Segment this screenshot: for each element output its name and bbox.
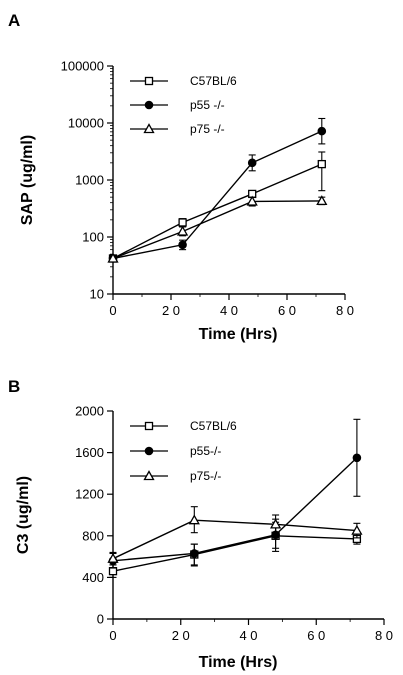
panel-a-y-axis-title: SAP (ug/ml) <box>19 135 36 225</box>
panel-a-legend-label: p75 -/- <box>190 122 225 136</box>
panel-a-data-point <box>317 126 327 136</box>
panel-b-data-point <box>269 518 282 529</box>
panel-a-series-line <box>112 163 323 260</box>
panel-b-x-tick-label: 6 0 <box>307 628 325 643</box>
panel-a-data-point <box>316 195 328 206</box>
panel-b-legend-label: p55-/- <box>190 444 221 458</box>
panel-b-legend-marker <box>143 470 155 481</box>
panel-b-legend-item: C57BL/6 <box>130 419 237 433</box>
panel-b-x-tick-label: 4 0 <box>239 628 257 643</box>
panel-a-data-point <box>178 218 187 227</box>
panel-a-series-3 <box>107 195 328 263</box>
panel-a-x-tick-label: 2 0 <box>162 303 180 318</box>
panel-b-legend-marker <box>144 446 154 456</box>
panel-a-x-tick-label: 6 0 <box>278 303 296 318</box>
panel-a-series-line <box>112 200 322 260</box>
panel-b-data-point <box>188 514 200 525</box>
panel-b-x-tick-label: 8 0 <box>375 628 393 643</box>
panel-a-y-tick-label: 1000 <box>75 173 104 188</box>
panel-b-y-tick-label: 400 <box>82 570 104 585</box>
panel-a-legend-item: p55 -/- <box>130 98 225 112</box>
panel-b-data-point <box>351 524 363 535</box>
panel-a-data-point <box>176 225 189 236</box>
panel-a-legend-marker <box>143 123 155 134</box>
panel-a-y-tick-label: 100000 <box>61 59 104 74</box>
panel-b-legend-label: C57BL/6 <box>190 419 237 433</box>
panel-a-data-point <box>246 195 258 206</box>
panel-a-legend-label: p55 -/- <box>190 98 225 112</box>
panel-a-label: A <box>8 11 20 30</box>
panel-a-series-2 <box>108 117 327 263</box>
panel-b-legend-marker <box>144 421 154 431</box>
panel-a-legend-label: C57BL/6 <box>190 74 237 88</box>
panel-a-series-line <box>112 130 323 260</box>
panel-b: B 0 400 800 1200 1600 2000 0 2 0 4 0 6 0 8 0 Time (H… <box>8 377 393 671</box>
panel-a-x-tick-label: 4 0 <box>220 303 238 318</box>
panel-b-y-tick-label: 0 <box>97 612 104 627</box>
panel-b-data-point <box>190 549 199 558</box>
panel-b-legend-item: p55-/- <box>130 444 221 458</box>
panel-a-x-tick-label: 0 <box>109 303 116 318</box>
panel-b-series-line <box>112 457 358 562</box>
panel-a-y-tick-label: 10 <box>90 287 104 302</box>
panel-b-x-tick-label: 2 0 <box>172 628 190 643</box>
panel-a-x-tick-label: 8 0 <box>336 303 354 318</box>
panel-a-legend-item: p75 -/- <box>130 122 225 136</box>
panel-b-series-line <box>112 535 357 572</box>
panel-b-legend-item: p75-/- <box>130 469 221 483</box>
panel-b-y-tick-label: 2000 <box>75 404 104 419</box>
panel-b-y-tick-label: 1200 <box>75 487 104 502</box>
panel-a-data-point <box>107 252 119 263</box>
panel-a-data-point <box>178 240 187 250</box>
panel-a-data-point <box>247 158 257 168</box>
panel-a-legend-item: C57BL/6 <box>130 74 237 88</box>
panel-a-data-point <box>317 159 326 169</box>
panel-b-legend-label: p75-/- <box>190 469 221 483</box>
panel-a-series-1 <box>108 151 326 263</box>
panel-b-data-point <box>108 567 118 576</box>
panel-a: A 10 100 1000 10000 100000 0 2 0 4 0 6 0 8 0 Time (… <box>8 11 354 343</box>
panel-b-y-tick-label: 1600 <box>75 445 104 460</box>
panel-a-y-tick-label: 10000 <box>68 116 104 131</box>
panel-b-series-3 <box>107 506 363 566</box>
panel-a-x-axis-title: Time (Hrs) <box>199 326 278 343</box>
panel-a-legend-marker <box>144 76 154 86</box>
panel-b-label: B <box>8 377 20 396</box>
panel-b-x-axis-title: Time (Hrs) <box>199 654 278 671</box>
panel-b-series-line <box>112 519 357 560</box>
panel-b-y-tick-label: 800 <box>82 528 104 543</box>
panel-b-series-1 <box>108 521 362 578</box>
panel-b-y-axis-title: C3 (ug/ml) <box>15 476 32 554</box>
panel-b-x-tick-label: 0 <box>109 628 116 643</box>
panel-a-y-tick-label: 100 <box>82 230 104 245</box>
panel-b-data-point <box>107 552 119 563</box>
panel-b-data-point <box>352 453 362 463</box>
panel-a-legend-marker <box>144 100 154 110</box>
